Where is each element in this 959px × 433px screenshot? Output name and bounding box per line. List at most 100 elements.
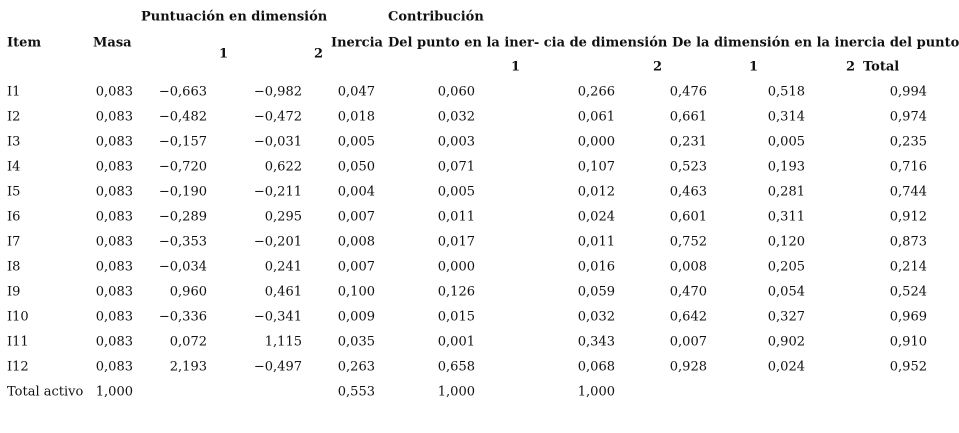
cell-inercia: 0,004 — [338, 185, 375, 200]
header: 1 — [219, 47, 228, 62]
cell-contrib-dim-2: 0,902 — [768, 335, 805, 350]
cell-masa: 0,083 — [96, 135, 133, 150]
cell-contrib-dim-2: 0,193 — [768, 160, 805, 175]
cell-contrib-point-1: 0,071 — [438, 160, 475, 175]
header: Del punto en la iner- cia de dimensión — [388, 36, 668, 51]
cell-inercia: 0,009 — [338, 310, 375, 325]
cell-inercia: 0,007 — [338, 210, 375, 225]
cell-contrib-point-1: 0,001 — [438, 335, 475, 350]
cell-inercia: 0,018 — [338, 110, 375, 125]
cell-inercia: 0,263 — [338, 360, 375, 375]
cell-contrib-point-2: 0,266 — [578, 85, 615, 100]
cell-inercia: 0,047 — [338, 85, 375, 100]
cell-inercia: 0,050 — [338, 160, 375, 175]
cell-total: 0,524 — [890, 285, 927, 300]
header-group: Puntuación en dimensión — [141, 10, 328, 25]
cell-contrib-point-1: 0,011 — [438, 210, 475, 225]
cell-contrib-dim-1: 0,463 — [670, 185, 707, 200]
cell-contrib-point-1: 0,017 — [438, 235, 475, 250]
cell-contrib-point-2: 0,343 — [578, 335, 615, 350]
cell-contrib-dim-1: 0,928 — [670, 360, 707, 375]
cell-contrib-dim-2: 0,024 — [768, 360, 805, 375]
cell-score-2: 0,295 — [265, 210, 302, 225]
header: 2 — [653, 60, 662, 75]
cell-score-2: −0,982 — [254, 85, 302, 100]
cell-contrib-dim-1: 0,470 — [670, 285, 707, 300]
cell-masa: 0,083 — [96, 85, 133, 100]
cell-score-1: −0,289 — [159, 210, 207, 225]
cell-total: 0,952 — [890, 360, 927, 375]
cell-score-1: −0,663 — [159, 85, 207, 100]
cell-score-2: −0,211 — [254, 185, 302, 200]
cell-contrib-point-1: 0,126 — [438, 285, 475, 300]
header: 1 — [511, 60, 520, 75]
cell-contrib-dim-2: 0,281 — [768, 185, 805, 200]
cell-masa: 0,083 — [96, 110, 133, 125]
cell-score-1: 0,960 — [170, 285, 207, 300]
total-contrib-2: 1,000 — [578, 385, 615, 400]
cell-score-2: 0,622 — [265, 160, 302, 175]
cell-contrib-dim-1: 0,476 — [670, 85, 707, 100]
cell-masa: 0,083 — [96, 160, 133, 175]
cell-total: 0,969 — [890, 310, 927, 325]
header: 1 — [749, 60, 758, 75]
cell-inercia: 0,005 — [338, 135, 375, 150]
cell-score-2: −0,201 — [254, 235, 302, 250]
cell-contrib-dim-2: 0,518 — [768, 85, 805, 100]
cell-masa: 0,083 — [96, 335, 133, 350]
cell-contrib-dim-2: 0,327 — [768, 310, 805, 325]
cell-contrib-dim-1: 0,752 — [670, 235, 707, 250]
cell-score-1: 2,193 — [170, 360, 207, 375]
cell-inercia: 0,008 — [338, 235, 375, 250]
cell-masa: 0,083 — [96, 210, 133, 225]
cell-masa: 0,083 — [96, 285, 133, 300]
cell-contrib-dim-2: 0,005 — [768, 135, 805, 150]
cell-contrib-point-2: 0,016 — [578, 260, 615, 275]
cell-item: I7 — [7, 235, 20, 250]
cell-score-1: −0,034 — [159, 260, 207, 275]
cell-total: 0,910 — [890, 335, 927, 350]
cell-total: 0,214 — [890, 260, 927, 275]
cell-contrib-dim-1: 0,231 — [670, 135, 707, 150]
total-inercia: 0,553 — [338, 385, 375, 400]
cell-contrib-point-1: 0,658 — [438, 360, 475, 375]
cell-score-1: −0,720 — [159, 160, 207, 175]
cell-total: 0,744 — [890, 185, 927, 200]
cell-total: 0,235 — [890, 135, 927, 150]
cell-item: I8 — [7, 260, 20, 275]
cell-masa: 0,083 — [96, 360, 133, 375]
cell-total: 0,716 — [890, 160, 927, 175]
cell-score-2: −0,341 — [254, 310, 302, 325]
cell-total: 0,994 — [890, 85, 927, 100]
cell-contrib-point-2: 0,011 — [578, 235, 615, 250]
cell-contrib-point-2: 0,000 — [578, 135, 615, 150]
cell-contrib-dim-2: 0,054 — [768, 285, 805, 300]
cell-item: I5 — [7, 185, 20, 200]
cell-item: I4 — [7, 160, 20, 175]
cell-contrib-point-1: 0,015 — [438, 310, 475, 325]
cell-contrib-dim-2: 0,120 — [768, 235, 805, 250]
header: Total — [863, 60, 899, 75]
cell-masa: 0,083 — [96, 235, 133, 250]
cell-score-2: 1,115 — [265, 335, 302, 350]
cell-inercia: 0,035 — [338, 335, 375, 350]
cell-score-1: −0,157 — [159, 135, 207, 150]
cell-contrib-dim-2: 0,314 — [768, 110, 805, 125]
cell-contrib-point-2: 0,107 — [578, 160, 615, 175]
cell-total: 0,912 — [890, 210, 927, 225]
cell-score-1: −0,190 — [159, 185, 207, 200]
cell-score-1: −0,482 — [159, 110, 207, 125]
header: Inercia — [331, 36, 384, 51]
cell-contrib-point-1: 0,032 — [438, 110, 475, 125]
cell-contrib-point-2: 0,068 — [578, 360, 615, 375]
cell-score-2: 0,241 — [265, 260, 302, 275]
cell-score-2: −0,472 — [254, 110, 302, 125]
cell-contrib-point-1: 0,005 — [438, 185, 475, 200]
cell-item: I1 — [7, 85, 20, 100]
total-contrib-1: 1,000 — [438, 385, 475, 400]
cell-inercia: 0,100 — [338, 285, 375, 300]
cell-item: I11 — [7, 335, 29, 350]
total-masa: 1,000 — [96, 385, 133, 400]
cell-masa: 0,083 — [96, 185, 133, 200]
cell-item: I12 — [7, 360, 29, 375]
